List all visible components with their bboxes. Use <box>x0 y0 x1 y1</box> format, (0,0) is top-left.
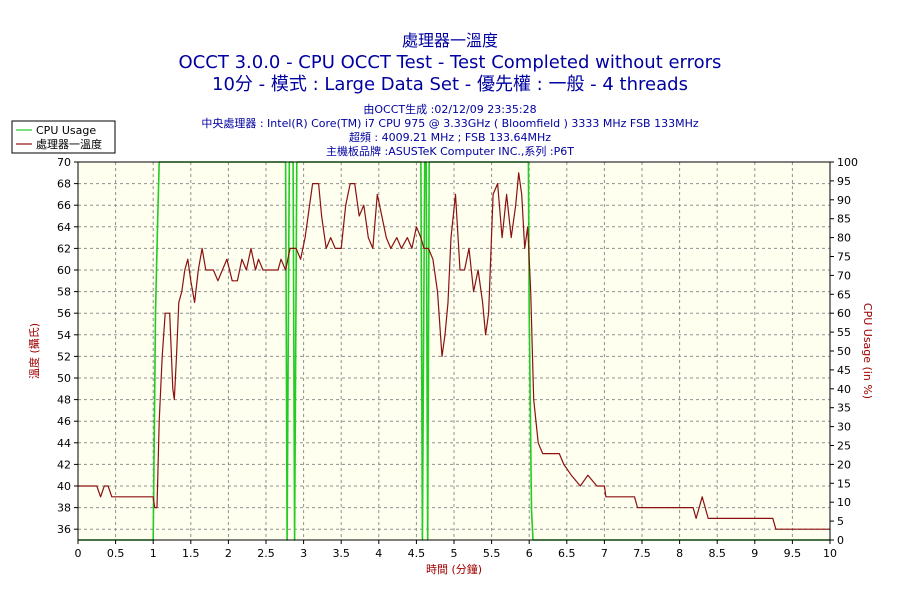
x-tick-label: 1 <box>150 547 157 560</box>
axis-ticks: 0 0.5 1 1.5 2 2.5 3 3.5 4 4.5 5 5.5 6 6.5 7 7.5 8 8.5 9 9.5… <box>57 156 858 560</box>
y-right-tick-label: 70 <box>837 269 851 282</box>
x-tick-label: 7 <box>601 547 608 560</box>
y-right-tick-label: 0 <box>837 534 844 547</box>
y-left-tick-label: 66 <box>57 199 71 212</box>
info-cpu: 中央處理器 : Intel(R) Core(TM) i7 CPU 975 @ 3… <box>201 116 699 130</box>
y-right-tick-label: 85 <box>837 213 851 226</box>
y-left-tick-label: 52 <box>57 350 71 363</box>
x-axis-label: 時間 (分鐘) <box>426 562 482 576</box>
y-axis-right-label: CPU Usage (in %) <box>861 303 874 399</box>
y-right-tick-label: 40 <box>837 383 851 396</box>
y-right-tick-label: 10 <box>837 496 851 509</box>
x-tick-label: 4 <box>375 547 382 560</box>
legend-box <box>11 120 116 154</box>
y-left-tick-label: 40 <box>57 480 71 493</box>
y-right-tick-label: 15 <box>837 477 851 490</box>
y-left-tick-label: 68 <box>57 178 71 191</box>
x-tick-label: 2 <box>225 547 232 560</box>
x-tick-label: 10 <box>823 547 837 560</box>
y-left-tick-label: 42 <box>57 458 71 471</box>
y-left-tick-label: 54 <box>57 329 71 342</box>
x-tick-label: 3.5 <box>332 547 350 560</box>
x-tick-label: 0 <box>75 547 82 560</box>
y-left-tick-label: 62 <box>57 242 71 255</box>
y-left-tick-label: 46 <box>57 415 71 428</box>
info-generated: 由OCCT生成 :02/12/09 23:35:28 <box>363 102 536 116</box>
x-tick-label: 6.5 <box>558 547 576 560</box>
y-left-tick-label: 38 <box>57 502 71 515</box>
x-tick-label: 0.5 <box>107 547 125 560</box>
x-tick-label: 9 <box>751 547 758 560</box>
y-left-tick-label: 64 <box>57 221 71 234</box>
y-left-tick-label: 60 <box>57 264 71 277</box>
x-tick-label: 8 <box>676 547 683 560</box>
x-tick-label: 4.5 <box>408 547 426 560</box>
legend-label-cpu-usage: CPU Usage <box>36 124 96 137</box>
y-right-tick-label: 60 <box>837 307 851 320</box>
y-right-tick-label: 35 <box>837 402 851 415</box>
x-tick-label: 9.5 <box>784 547 802 560</box>
y-right-tick-label: 80 <box>837 232 851 245</box>
legend: CPU Usage 處理器一溫度 <box>11 120 116 154</box>
y-left-tick-label: 50 <box>57 372 71 385</box>
y-left-tick-label: 70 <box>57 156 71 169</box>
y-axis-left-label: 溫度 (攝氏) <box>27 323 41 379</box>
info-motherboard: 主機板品牌 :ASUSTeK Computer INC.,系列 :P6T <box>326 144 574 158</box>
y-left-tick-label: 58 <box>57 286 71 299</box>
chart-subtitle-2: 10分 - 模式 : Large Data Set - 優先權 : 一般 - 4… <box>212 74 688 95</box>
y-right-tick-label: 5 <box>837 515 844 528</box>
legend-label-temperature: 處理器一溫度 <box>36 137 102 151</box>
chart-subtitle: OCCT 3.0.0 - CPU OCCT Test - Test Comple… <box>179 52 722 73</box>
x-tick-label: 3 <box>300 547 307 560</box>
y-right-tick-label: 30 <box>837 421 851 434</box>
series-line-temperature <box>78 172 830 530</box>
y-left-tick-label: 44 <box>57 437 71 450</box>
y-right-tick-label: 25 <box>837 440 851 453</box>
y-right-tick-label: 50 <box>837 345 851 358</box>
y-left-tick-label: 56 <box>57 307 71 320</box>
y-right-tick-label: 65 <box>837 288 851 301</box>
y-left-tick-label: 48 <box>57 394 71 407</box>
chart-title: 處理器一溫度 <box>402 31 498 50</box>
y-right-tick-label: 20 <box>837 458 851 471</box>
x-tick-label: 1.5 <box>182 547 200 560</box>
x-tick-label: 5.5 <box>483 547 501 560</box>
x-tick-label: 6 <box>526 547 533 560</box>
y-right-tick-label: 55 <box>837 326 851 339</box>
x-tick-label: 2.5 <box>257 547 275 560</box>
x-tick-label: 8.5 <box>708 547 726 560</box>
info-overclock: 超頻 : 4009.21 MHz ; FSB 133.64MHz <box>349 130 551 144</box>
y-right-tick-label: 100 <box>837 156 858 169</box>
y-right-tick-label: 90 <box>837 194 851 207</box>
y-left-tick-label: 36 <box>57 523 71 536</box>
y-right-tick-label: 75 <box>837 251 851 264</box>
x-tick-label: 5 <box>451 547 458 560</box>
x-tick-label: 7.5 <box>633 547 651 560</box>
y-right-tick-label: 95 <box>837 175 851 188</box>
y-right-tick-label: 45 <box>837 364 851 377</box>
